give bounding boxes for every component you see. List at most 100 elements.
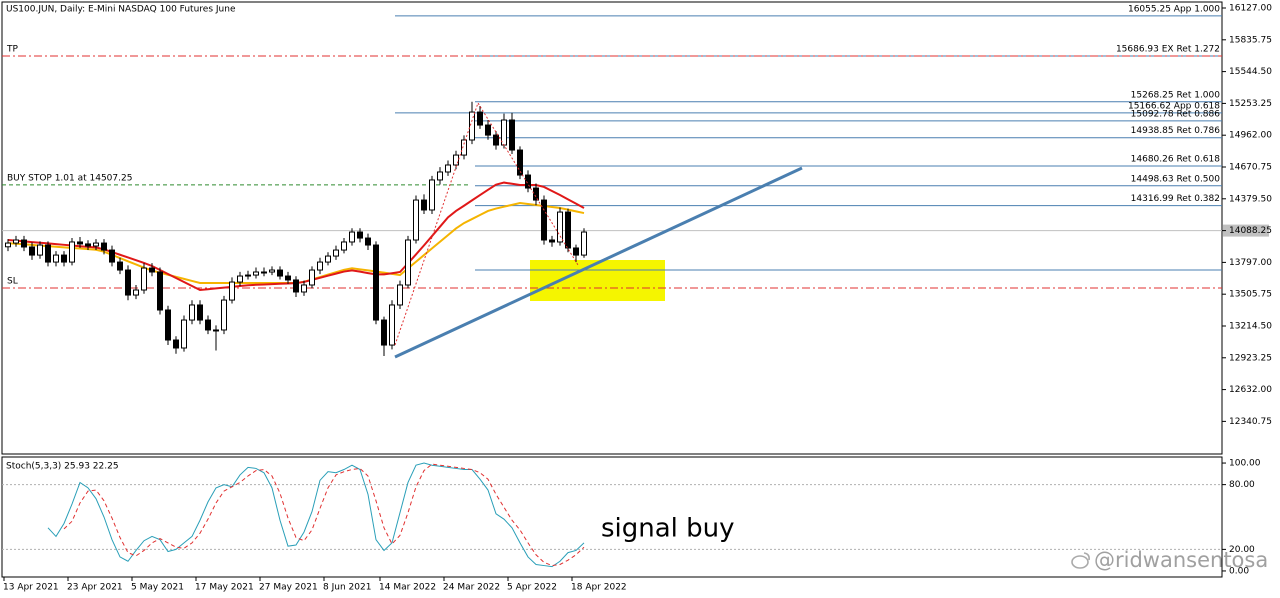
y-tick-label: 13797.00 (1229, 258, 1272, 268)
candle-body (517, 149, 523, 176)
signal-annotation: signal buy (601, 514, 735, 544)
x-tick-label: 18 Apr 2022 (571, 583, 627, 593)
order-label: BUY STOP 1.01 at 14507.25 (7, 173, 132, 183)
candle-body (493, 134, 499, 146)
candle-body (173, 339, 179, 349)
entry-zone (530, 260, 665, 301)
y-tick-label: 100.00 (1229, 459, 1261, 469)
candle-body (61, 254, 67, 263)
watermark: @ridwansentosa (1094, 548, 1268, 572)
stoch-line (63, 463, 585, 567)
zigzag (394, 101, 579, 346)
x-tick-label: 27 May 2021 (259, 583, 318, 593)
candle-body (549, 239, 555, 243)
y-tick-label: 13505.75 (1229, 290, 1272, 300)
fib-level-label: 15686.93 EX Ret 1.272 (1116, 45, 1220, 55)
candle-body (333, 249, 339, 257)
fib-level-label: 14316.99 Ret 0.382 (1131, 194, 1220, 204)
candle-body (293, 279, 299, 293)
candle-body (509, 119, 515, 151)
candle-body (21, 239, 27, 248)
candle-body (37, 244, 43, 256)
candle-body (557, 211, 563, 243)
order-label: SL (7, 277, 18, 287)
candle-body (93, 242, 99, 247)
candle-body (285, 275, 291, 281)
candle-body (197, 304, 203, 321)
stoch-pane (1, 456, 1223, 578)
y-tick-label: 14962.00 (1229, 131, 1272, 141)
candle-body (533, 187, 539, 201)
candle-body (157, 271, 163, 311)
order-label: TP (6, 45, 18, 55)
candle-body (301, 284, 307, 293)
candle-body (125, 269, 131, 296)
candle-body (117, 261, 123, 271)
candle-body (5, 242, 11, 248)
marks-layer: 16055.25 App 1.000 15686.93 EX Ret 1.272 1… (2, 4, 1222, 356)
y-tick-label: 16127.00 (1229, 4, 1272, 14)
candle-body (245, 274, 251, 277)
x-tick-label: 5 May 2021 (131, 583, 184, 593)
candle-body (309, 269, 315, 286)
candle-body (237, 275, 243, 283)
candle-body (397, 284, 403, 306)
candle-body (253, 271, 259, 276)
candle-body (525, 174, 531, 189)
fib-level-label: 15092.78 Ret 0.886 (1131, 109, 1221, 119)
x-tick-label: 24 Mar 2022 (443, 583, 500, 593)
candle-body (317, 261, 323, 271)
candle-body (269, 269, 275, 273)
candle-body (501, 119, 507, 146)
candle-body (141, 267, 147, 291)
x-tick-label: 14 Mar 2022 (379, 583, 436, 593)
y-tick-label: 14379.50 (1229, 194, 1272, 204)
y-tick-label: 14088.25 (1229, 226, 1272, 236)
candle-body (365, 237, 371, 246)
candle-body (421, 199, 427, 211)
y-tick-label: 15544.50 (1229, 67, 1272, 77)
candle-body (469, 111, 475, 141)
watermark-icon (1071, 552, 1090, 569)
y-tick-label: 12340.75 (1229, 417, 1272, 427)
candle-body (221, 299, 227, 331)
candle-body (429, 179, 435, 211)
fib-level-label: 14680.26 Ret 0.618 (1131, 154, 1221, 164)
candle-body (277, 269, 283, 277)
candle-body (389, 304, 395, 346)
candle-body (205, 319, 211, 331)
candle-body (453, 154, 459, 166)
y-tick-label: 20.00 (1229, 545, 1255, 555)
y-tick-label: 12632.00 (1229, 385, 1272, 395)
candle-body (229, 281, 235, 301)
x-tick-label: 13 Apr 2021 (3, 583, 59, 593)
icon-shape (1071, 555, 1089, 569)
candle-body (477, 111, 483, 126)
stoch-line (47, 462, 585, 568)
candle-body (357, 231, 363, 239)
candle-body (85, 243, 91, 247)
candle-body (381, 319, 387, 346)
candle-body (77, 241, 83, 245)
candle-body (445, 164, 451, 173)
chart-title: US100.JUN, Daily: E-Mini NASDAQ 100 Futu… (6, 5, 236, 15)
x-tick-label: 17 May 2021 (195, 583, 254, 593)
candle-body (325, 255, 331, 263)
fib-level-label: 15268.25 Ret 1.000 (1131, 90, 1221, 100)
stoch-title: Stoch(5,3,3) 25.93 22.25 (6, 462, 119, 472)
x-tick-label: 8 Jun 2021 (323, 583, 371, 593)
candle-body (349, 231, 355, 243)
fib-level-label: 15166.62 App 0.618 (1128, 101, 1220, 111)
candle-body (53, 254, 59, 263)
candle-body (341, 241, 347, 251)
candle-body (565, 211, 571, 249)
x-tick-label: 23 Apr 2021 (67, 583, 123, 593)
y-tick-label: 12923.25 (1229, 353, 1272, 363)
candle-body (405, 239, 411, 286)
fib-level-label: 16055.25 App 1.000 (1128, 4, 1220, 14)
y-tick-label: 15253.25 (1229, 99, 1272, 109)
main-pane (1, 1, 1223, 455)
candle-body (373, 244, 379, 321)
fib-level-label: 14498.63 Ret 0.500 (1131, 174, 1221, 184)
candle-body (133, 289, 139, 296)
